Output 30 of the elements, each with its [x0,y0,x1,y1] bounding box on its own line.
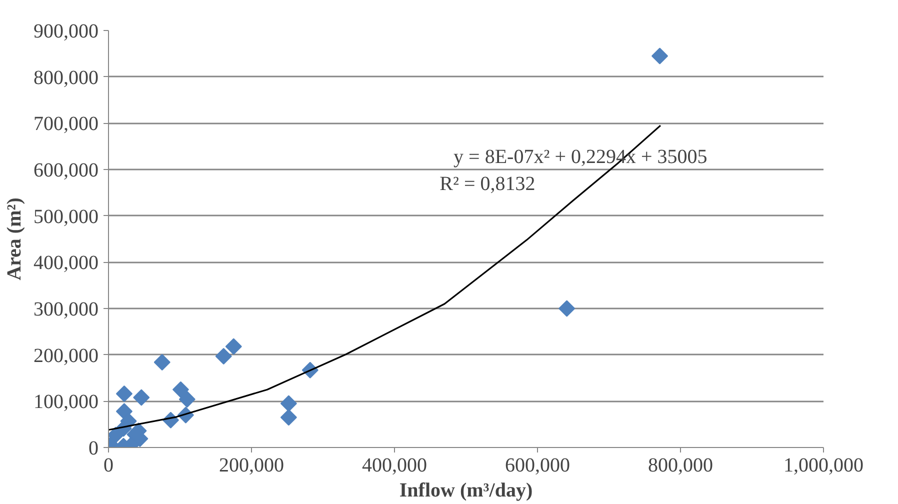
y-tick-label: 900,000 [34,20,98,42]
y-tick-label: 700,000 [34,113,98,136]
x-tick-label: 1,000,000 [784,454,864,476]
y-axis-title: Area (m²) [4,198,26,280]
point [280,409,297,426]
annotation: R² = 0,8132 [440,173,536,196]
y-tick-label: 500,000 [34,206,98,228]
y-tick-label: 300,000 [34,298,98,320]
y-tick-label: 600,000 [34,160,98,182]
point [651,48,668,64]
x-tick-label: 800,000 [648,454,713,476]
x-axis-title: Inflow (m³/day) [399,480,533,502]
x-tick-label: 0 [104,454,114,476]
y-tick-label: 400,000 [34,252,98,274]
x-tick-label: 200,000 [219,454,284,476]
y-tick-label: 100,000 [34,391,98,414]
point [558,300,576,317]
point [280,395,297,412]
x-tick-label: 400,000 [362,454,427,476]
point [178,391,196,408]
point [172,381,189,398]
point [154,354,170,371]
point [215,348,232,364]
x-tick-label: 600,000 [505,454,570,476]
y-tick-label: 0 [88,438,98,460]
point [116,385,133,402]
point [225,338,242,355]
y-tick-label: 200,000 [34,344,98,367]
point [133,389,150,406]
y-tick-label: 800,000 [34,66,98,89]
